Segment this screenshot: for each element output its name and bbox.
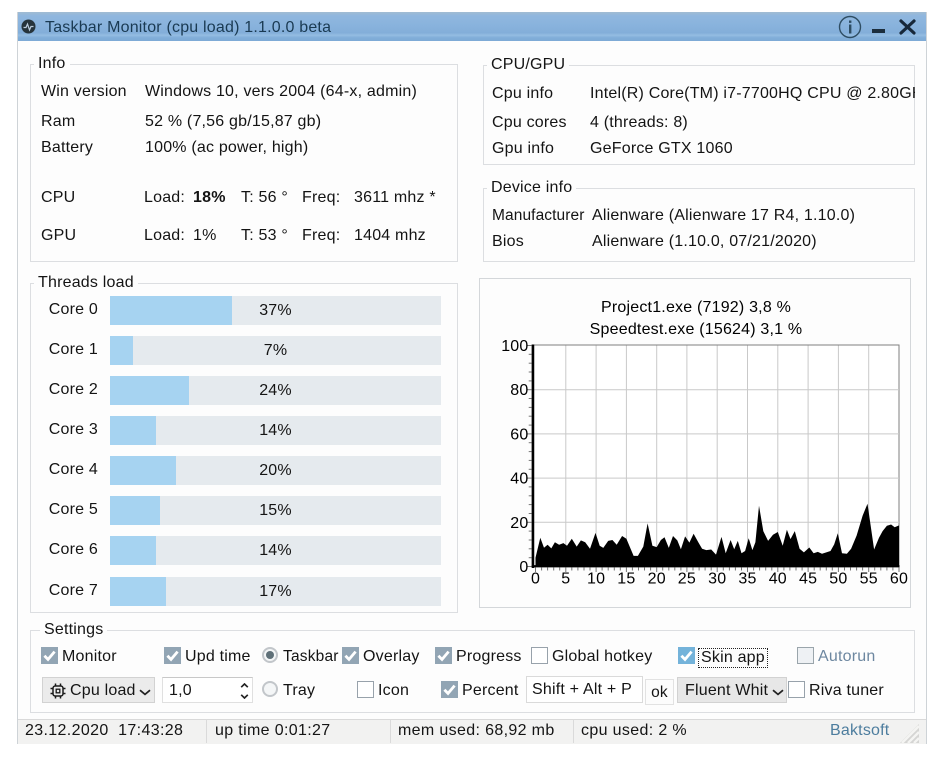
svg-text:60: 60 <box>510 426 528 443</box>
svg-text:5: 5 <box>561 571 570 588</box>
svg-text:25: 25 <box>678 571 696 588</box>
svg-text:10: 10 <box>587 571 605 588</box>
svg-text:50: 50 <box>829 571 847 588</box>
svg-text:45: 45 <box>799 571 817 588</box>
svg-text:40: 40 <box>510 471 528 488</box>
svg-text:40: 40 <box>769 571 787 588</box>
svg-text:35: 35 <box>738 571 756 588</box>
svg-text:0: 0 <box>519 559 528 576</box>
svg-text:30: 30 <box>708 571 726 588</box>
svg-text:15: 15 <box>617 571 635 588</box>
svg-text:0: 0 <box>531 571 540 588</box>
svg-text:55: 55 <box>860 571 878 588</box>
svg-text:Project1.exe (7192) 3,8 %: Project1.exe (7192) 3,8 % <box>601 299 791 316</box>
svg-text:100: 100 <box>501 338 528 355</box>
svg-text:20: 20 <box>648 571 666 588</box>
svg-text:20: 20 <box>510 515 528 532</box>
svg-text:Speedtest.exe (15624) 3,1 %: Speedtest.exe (15624) 3,1 % <box>590 321 803 338</box>
svg-text:80: 80 <box>510 382 528 399</box>
svg-text:60: 60 <box>890 571 908 588</box>
